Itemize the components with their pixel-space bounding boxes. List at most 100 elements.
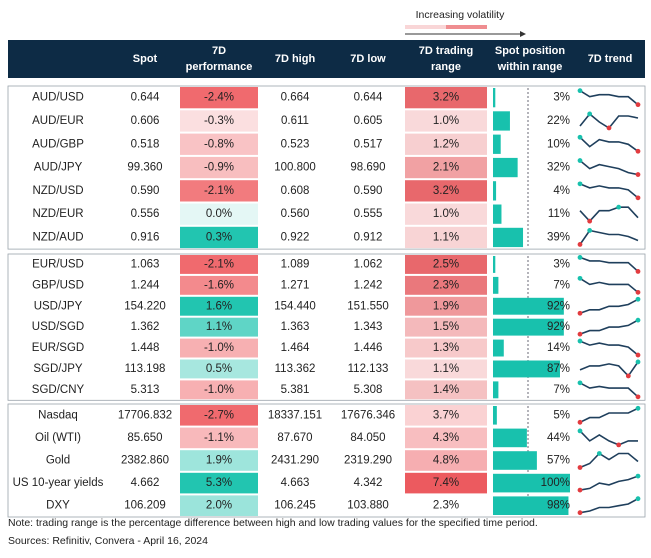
performance-cell <box>180 405 258 426</box>
spot-value: 85.650 <box>127 432 162 444</box>
position-bar <box>493 297 564 315</box>
position-value: 7% <box>553 384 570 396</box>
high-value: 87.670 <box>277 432 312 444</box>
trend-min-dot <box>577 419 583 425</box>
perf-value: -1.0% <box>204 384 234 396</box>
low-value: 1.343 <box>354 321 383 333</box>
low-value: 0.555 <box>354 208 383 220</box>
trend-min-dot <box>635 195 641 201</box>
trend-line <box>579 497 639 514</box>
performance-cell <box>180 338 258 358</box>
column-header: Spot position <box>495 45 566 57</box>
spot-value: 1.448 <box>131 342 160 354</box>
low-value: 2319.290 <box>344 455 392 467</box>
performance-cell <box>180 450 258 471</box>
high-value: 0.608 <box>281 185 310 197</box>
low-value: 0.912 <box>354 231 383 243</box>
trend-max-dot <box>635 296 641 302</box>
range-value: 2.1% <box>433 162 459 174</box>
perf-value: 0.3% <box>206 231 232 243</box>
trend-max-dot <box>596 451 602 456</box>
perf-value: -1.1% <box>204 432 234 444</box>
position-value: 3% <box>553 258 570 270</box>
range-value: 1.4% <box>433 384 459 396</box>
row-label: Oil (WTI) <box>35 432 81 444</box>
trend-line <box>579 159 639 176</box>
trend-min-dot <box>577 510 583 516</box>
spot-value: 0.556 <box>131 208 160 220</box>
spot-value: 5.313 <box>131 384 160 396</box>
trend-max-dot <box>577 380 583 386</box>
trend-max-dot <box>635 405 641 411</box>
column-header: 7D high <box>275 53 316 65</box>
high-value: 1.271 <box>281 279 310 291</box>
spot-value: 0.606 <box>131 115 160 127</box>
high-value: 1.089 <box>281 258 310 270</box>
performance-cell <box>180 110 258 132</box>
performance-cell <box>180 156 258 179</box>
group-border <box>7 403 646 518</box>
low-value: 0.644 <box>354 92 383 104</box>
high-value: 0.560 <box>281 208 310 220</box>
range-cell <box>405 380 487 400</box>
range-cell <box>405 110 487 132</box>
range-value: 1.3% <box>433 342 459 354</box>
note: Note: trading range is the percentage di… <box>8 517 538 529</box>
row-label: SGD/JPY <box>33 363 83 375</box>
position-value: 7% <box>553 279 570 291</box>
range-value: 1.0% <box>433 115 459 127</box>
high-value: 1.464 <box>281 342 310 354</box>
column-header: Spot <box>133 53 158 65</box>
performance-cell <box>180 133 258 155</box>
perf-value: 0.5% <box>206 363 232 375</box>
spot-value: 0.590 <box>131 185 160 197</box>
range-value: 3.2% <box>433 185 459 197</box>
spot-value: 0.916 <box>131 231 160 243</box>
trend-max-dot <box>635 473 641 479</box>
perf-value: 1.6% <box>206 300 232 312</box>
position-value: 3% <box>553 92 570 104</box>
row-label: EUR/SGD <box>32 342 84 354</box>
trend-line <box>579 277 639 294</box>
trend-min-dot <box>606 125 612 131</box>
position-value: 4% <box>553 185 570 197</box>
high-value: 154.440 <box>274 300 316 312</box>
sources: Sources: Refinitiv, Convera - April 16, … <box>8 535 208 547</box>
range-cell <box>405 275 487 295</box>
range-value: 1.2% <box>433 138 459 150</box>
header-bar <box>8 40 645 78</box>
position-bar <box>493 256 496 273</box>
position-value: 39% <box>547 231 570 243</box>
performance-cell <box>180 296 258 316</box>
trend-max-dot <box>577 428 583 434</box>
performance-cell <box>180 380 258 400</box>
performance-cell <box>180 255 258 274</box>
trend-line <box>579 452 639 469</box>
row-label: NZD/AUD <box>32 231 83 243</box>
position-bar <box>493 204 502 224</box>
low-value: 0.605 <box>354 115 383 127</box>
row-label: NZD/EUR <box>32 208 83 220</box>
trend-min-dot <box>635 289 641 295</box>
row-label: DXY <box>46 500 70 512</box>
range-cell <box>405 472 487 494</box>
trend-min-dot <box>577 331 583 337</box>
trend-line <box>579 136 639 152</box>
high-value: 2431.290 <box>271 455 319 467</box>
position-bar <box>493 88 496 108</box>
trend-max-dot <box>587 228 593 233</box>
high-value: 113.362 <box>275 363 316 375</box>
perf-value: -0.9% <box>204 162 234 174</box>
spot-value: 113.198 <box>125 363 166 375</box>
volatility-gradient <box>446 25 487 29</box>
row-label: AUD/GBP <box>32 138 84 150</box>
trend-min-dot <box>635 172 641 177</box>
row-label: US 10-year yields <box>13 477 104 489</box>
range-value: 3.7% <box>433 409 459 421</box>
position-bar <box>493 428 527 448</box>
trend-min-dot <box>577 465 583 470</box>
performance-cell <box>180 317 258 337</box>
spot-value: 0.518 <box>131 138 160 150</box>
range-cell <box>405 427 487 449</box>
trend-min-dot <box>577 487 583 493</box>
